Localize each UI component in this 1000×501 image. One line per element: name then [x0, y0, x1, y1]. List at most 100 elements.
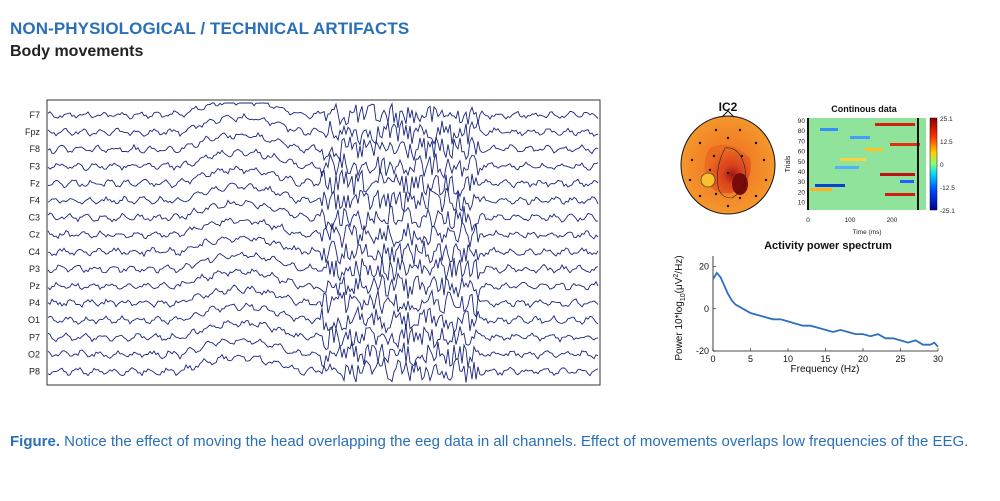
channel-label: F3 [29, 161, 40, 171]
electrode-dot [726, 136, 730, 140]
channel-label: Fpz [25, 127, 41, 137]
spectrum-xtick: 30 [933, 354, 943, 364]
spectrum-ytick: 0 [704, 304, 709, 314]
figure-caption: Figure. Notice the effect of moving the … [10, 432, 970, 452]
caption-prefix: Figure. [10, 433, 61, 450]
electrode-dot [690, 158, 694, 162]
electrode-dot [698, 194, 702, 198]
electrode-dot [708, 168, 712, 172]
ic-title: IC2 [719, 100, 738, 114]
electrode-dot [698, 141, 702, 145]
electrode-dot [738, 196, 742, 200]
erp-streak [850, 136, 870, 139]
eeg-trace [47, 353, 599, 383]
spectrum-ytick: -20 [696, 346, 709, 356]
ic-topomap: IC2 [680, 100, 776, 215]
spectrum-xtick: 15 [820, 354, 830, 364]
erp-xtick: 100 [845, 217, 856, 224]
erp-xlabel: Time (ms) [852, 229, 881, 236]
erp-streak [840, 158, 866, 161]
erp-streak [900, 180, 914, 183]
erp-ytick: 30 [798, 179, 806, 186]
erp-ytick: 40 [798, 169, 806, 176]
erp-streak [810, 188, 832, 191]
electrode-dot [764, 178, 768, 182]
spectrum-xtick: 20 [858, 354, 868, 364]
erp-ytick: 10 [798, 200, 806, 207]
erp-streak [875, 123, 915, 126]
spectrum-xtick: 0 [710, 354, 715, 364]
continuous-data-image: Continous data Trials 90 80 70 60 50 40 30 20 10… [785, 104, 955, 236]
erp-ytick: 20 [798, 189, 806, 196]
spectrum-ylabel: Power 10*log10(μV2/Hz) [673, 255, 687, 360]
eeg-trace [47, 217, 599, 248]
electrode-dot [754, 141, 758, 145]
erp-streak [885, 193, 915, 196]
erp-ytick: 70 [798, 138, 806, 145]
eeg-trace [47, 165, 599, 198]
eeg-trace [47, 338, 599, 368]
channel-label: Pz [29, 281, 40, 291]
electrode-dot [714, 192, 718, 196]
electrode-dot [754, 194, 758, 198]
erp-ytick: 80 [798, 128, 806, 135]
erp-xtick: 0 [806, 217, 810, 224]
spectrum-xtick: 10 [783, 354, 793, 364]
erp-ytick: 50 [798, 159, 806, 166]
channel-label: P4 [29, 298, 40, 308]
channel-label: O2 [28, 349, 40, 359]
channel-label: F7 [29, 110, 40, 120]
erp-streak [890, 143, 920, 146]
eeg-trace [47, 319, 599, 351]
colorbar-tick: 25.1 [940, 116, 953, 123]
page-subtitle: Body movements [10, 43, 144, 60]
eeg-trace [47, 102, 599, 128]
channel-label: Cz [29, 230, 40, 240]
channel-label: P3 [29, 264, 40, 274]
eeg-plot-frame [46, 99, 601, 386]
erp-streak [865, 148, 883, 151]
erp-field [808, 118, 926, 210]
electrode-dot [714, 128, 718, 132]
electrode-dot [740, 154, 744, 158]
channel-label: P7 [29, 332, 40, 342]
eeg-trace [47, 199, 599, 233]
channel-label: Fz [30, 178, 40, 188]
spectrum-title: Activity power spectrum [764, 240, 892, 252]
erp-ylabel: Trials [785, 155, 792, 172]
page-title: NON-PHYSIOLOGICAL / TECHNICAL ARTIFACTS [10, 19, 410, 38]
power-spectrum-chart: Activity power spectrum Power 10*log10(μ… [673, 240, 943, 375]
channel-label: C3 [28, 213, 40, 223]
contour-line [717, 147, 746, 199]
channel-label: O1 [28, 315, 40, 325]
contour-left [700, 172, 716, 188]
eeg-trace [47, 284, 599, 318]
electrode-dot [726, 171, 730, 175]
eeg-trace [47, 148, 599, 179]
nose [721, 110, 735, 118]
eeg-trace [47, 268, 599, 299]
electrode-dot [762, 158, 766, 162]
erp-xtick: 200 [887, 217, 898, 224]
erp-title: Continous data [831, 104, 897, 114]
spectrum-xtick: 5 [748, 354, 753, 364]
eeg-trace [47, 131, 599, 162]
electrode-dot [726, 204, 730, 208]
eeg-trace [47, 251, 599, 282]
caption-text: Notice the effect of moving the head ove… [60, 433, 969, 450]
eeg-trace [47, 182, 599, 213]
electrode-dot [712, 154, 716, 158]
channel-label: C4 [28, 247, 40, 257]
spectrum-xtick: 25 [895, 354, 905, 364]
spectrum-ytick: 20 [699, 262, 709, 272]
eeg-trace [47, 235, 599, 265]
erp-ytick: 60 [798, 149, 806, 156]
eeg-traces-panel: F7 Fpz F8 F3 Fz F4 C3 Cz C4 P3 Pz P4 O1 P7 O2 P8 [25, 99, 601, 386]
eeg-trace [47, 112, 599, 147]
spectrum-line [712, 271, 939, 348]
colorbar-tick: -12.5 [940, 185, 955, 192]
hotspot [732, 173, 748, 195]
channel-label: P8 [29, 367, 40, 377]
erp-streak [820, 128, 838, 131]
erp-ytick: 90 [798, 118, 806, 125]
